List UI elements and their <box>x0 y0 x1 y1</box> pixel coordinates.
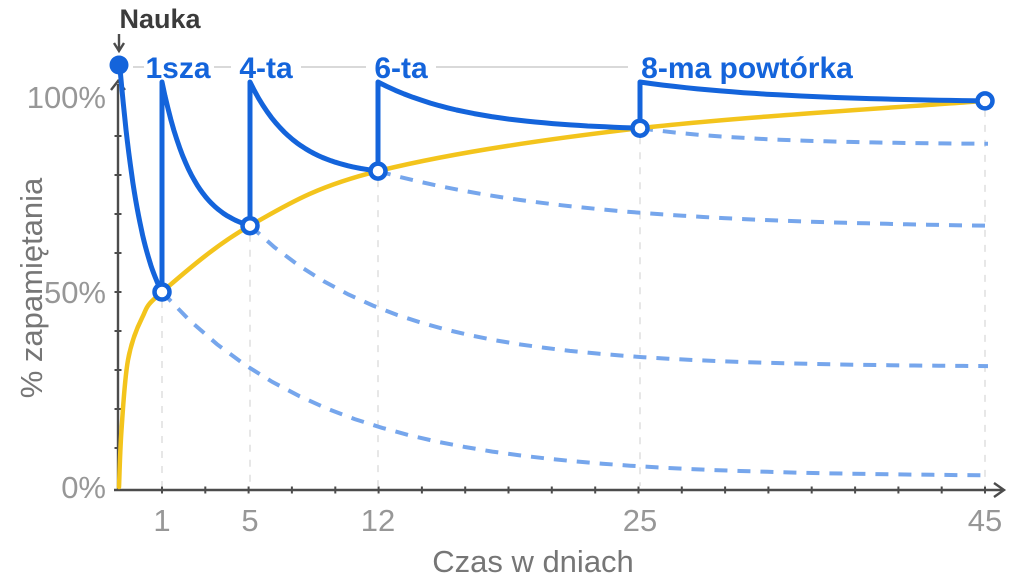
learning-start-dot <box>109 55 129 75</box>
forgetting-curve-dashed <box>639 126 989 146</box>
x-tick-45: 45 <box>968 503 1002 538</box>
x-axis-title: Czas w dniach <box>432 544 634 578</box>
retention-with-repetitions-curve <box>118 71 988 295</box>
nauka-arrow-down-icon <box>112 34 126 54</box>
x-tick-5: 5 <box>241 503 258 538</box>
y-tick-50: 50% <box>44 275 106 310</box>
review-day-gridlines <box>161 109 986 486</box>
review-marker <box>240 215 260 236</box>
x-axis <box>114 482 1007 498</box>
forgetting-curve-dashed <box>160 290 989 478</box>
y-axis-title: % zapamiętania <box>14 177 49 398</box>
y-tick-100: 100% <box>27 80 106 115</box>
x-tick-25: 25 <box>623 503 657 538</box>
repetition-label-6: 6-ta <box>374 52 428 85</box>
forgetting-without-review-curves <box>160 126 989 478</box>
x-tick-12: 12 <box>361 503 395 538</box>
repetition-label-1: 1sza <box>145 52 210 85</box>
nauka-annotation: Nauka <box>119 4 201 34</box>
y-tick-0: 0% <box>61 470 106 505</box>
forgetting-curve-dashed <box>377 169 989 228</box>
x-tick-1: 1 <box>153 503 170 538</box>
review-marker <box>152 282 172 302</box>
x-axis-minor-ticks <box>161 486 986 494</box>
forgetting-curve-dashed <box>248 224 989 369</box>
review-markers <box>152 91 995 302</box>
review-marker <box>975 91 995 111</box>
x-axis-arrow-icon <box>993 482 1007 498</box>
repetition-label-8: 8-ma powtórka <box>641 52 853 85</box>
repetition-label-4: 4-ta <box>239 52 293 85</box>
review-marker <box>630 118 650 138</box>
review-marker <box>368 161 388 181</box>
